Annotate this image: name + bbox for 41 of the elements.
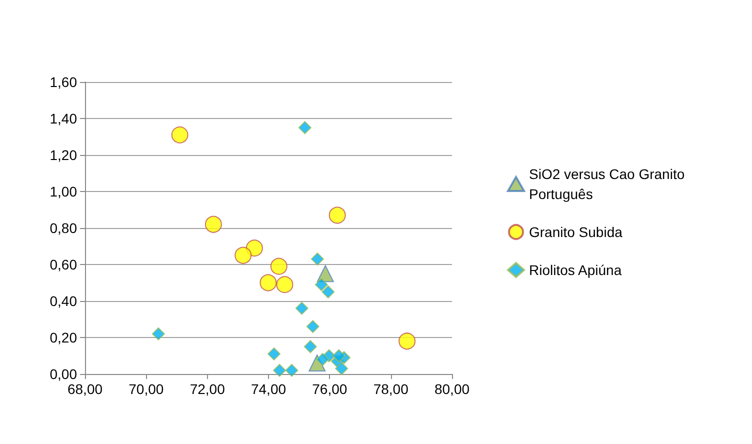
point [285, 364, 298, 377]
y-tick-label: 1,20 [50, 147, 78, 163]
point [335, 362, 348, 376]
x-tick-label: 80,00 [434, 381, 470, 397]
y-tick-label: 1,60 [50, 74, 78, 90]
y-tick-label: 0,00 [50, 366, 78, 382]
y-tick-label: 0,80 [50, 220, 78, 236]
x-tick-label: 72,00 [190, 381, 226, 397]
point [246, 240, 263, 257]
point [268, 347, 281, 360]
point [152, 327, 165, 340]
legend-label: SiO2 versus Cao Granito Português [529, 166, 689, 202]
point [332, 349, 346, 362]
y-tick-label: 0,20 [50, 330, 78, 346]
point [273, 364, 286, 377]
y-tick-label: 0,40 [50, 293, 78, 309]
point [314, 278, 328, 292]
x-tick-label: 70,00 [128, 381, 164, 397]
point [298, 121, 312, 134]
point [398, 332, 416, 350]
point [322, 285, 335, 298]
x-tick-label: 76,00 [312, 381, 348, 397]
point [310, 252, 324, 266]
legend-label: Riolitos Apiúna [529, 262, 622, 278]
x-tick-label: 78,00 [373, 381, 409, 397]
legend-label: Granito Subida [529, 224, 623, 240]
y-tick-label: 1,00 [50, 184, 78, 200]
point [234, 246, 252, 264]
y-tick-label: 0,60 [50, 256, 78, 272]
point [260, 274, 277, 292]
point [295, 302, 308, 315]
point [204, 216, 222, 233]
x-tick-label: 68,00 [67, 381, 103, 397]
point [306, 320, 320, 334]
point [304, 340, 317, 354]
y-tick-label: 1,40 [50, 110, 78, 126]
point [328, 206, 346, 224]
x-tick-label: 74,00 [250, 381, 286, 397]
point [171, 126, 188, 144]
point [270, 258, 288, 275]
point [276, 276, 294, 294]
